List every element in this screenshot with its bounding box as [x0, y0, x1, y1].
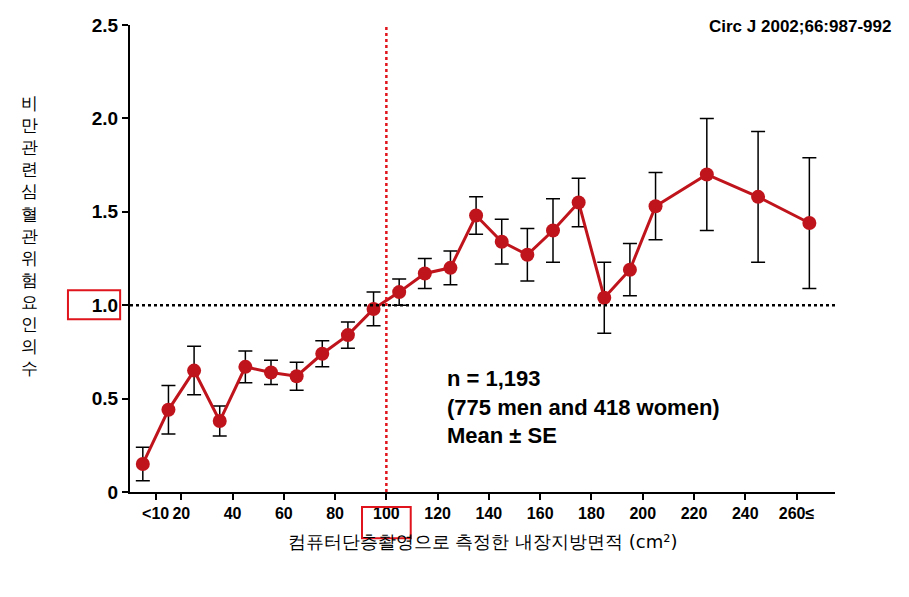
svg-text:20: 20	[172, 505, 190, 522]
svg-text:80: 80	[326, 505, 344, 522]
svg-text:1.0: 1.0	[92, 295, 118, 316]
svg-text:0: 0	[108, 482, 119, 503]
svg-text:200: 200	[629, 505, 656, 522]
svg-text:60: 60	[275, 505, 293, 522]
svg-text:160: 160	[527, 505, 554, 522]
svg-text:240: 240	[732, 505, 759, 522]
svg-text:220: 220	[681, 505, 708, 522]
svg-text:<10: <10	[142, 505, 169, 522]
svg-text:120: 120	[424, 505, 451, 522]
svg-text:1.5: 1.5	[92, 201, 119, 222]
svg-text:140: 140	[476, 505, 503, 522]
svg-text:n = 1,193(775 men and 418 wome: n = 1,193(775 men and 418 women)Mean ± S…	[447, 366, 720, 448]
svg-text:컴퓨터단층촬영으로 측정한 내장지방면적 (cm²): 컴퓨터단층촬영으로 측정한 내장지방면적 (cm²)	[288, 531, 678, 552]
svg-text:40: 40	[224, 505, 242, 522]
svg-text:0.5: 0.5	[92, 388, 119, 409]
svg-text:비만관련심혈관위험요인의수: 비만관련심혈관위험요인의수	[21, 93, 38, 378]
svg-text:2.0: 2.0	[92, 108, 118, 129]
svg-text:Circ J 2002;66:987-992: Circ J 2002;66:987-992	[709, 17, 891, 36]
svg-text:100: 100	[373, 505, 400, 522]
svg-text:2.5: 2.5	[92, 15, 119, 36]
svg-text:260≤: 260≤	[779, 505, 815, 522]
svg-text:180: 180	[578, 505, 605, 522]
